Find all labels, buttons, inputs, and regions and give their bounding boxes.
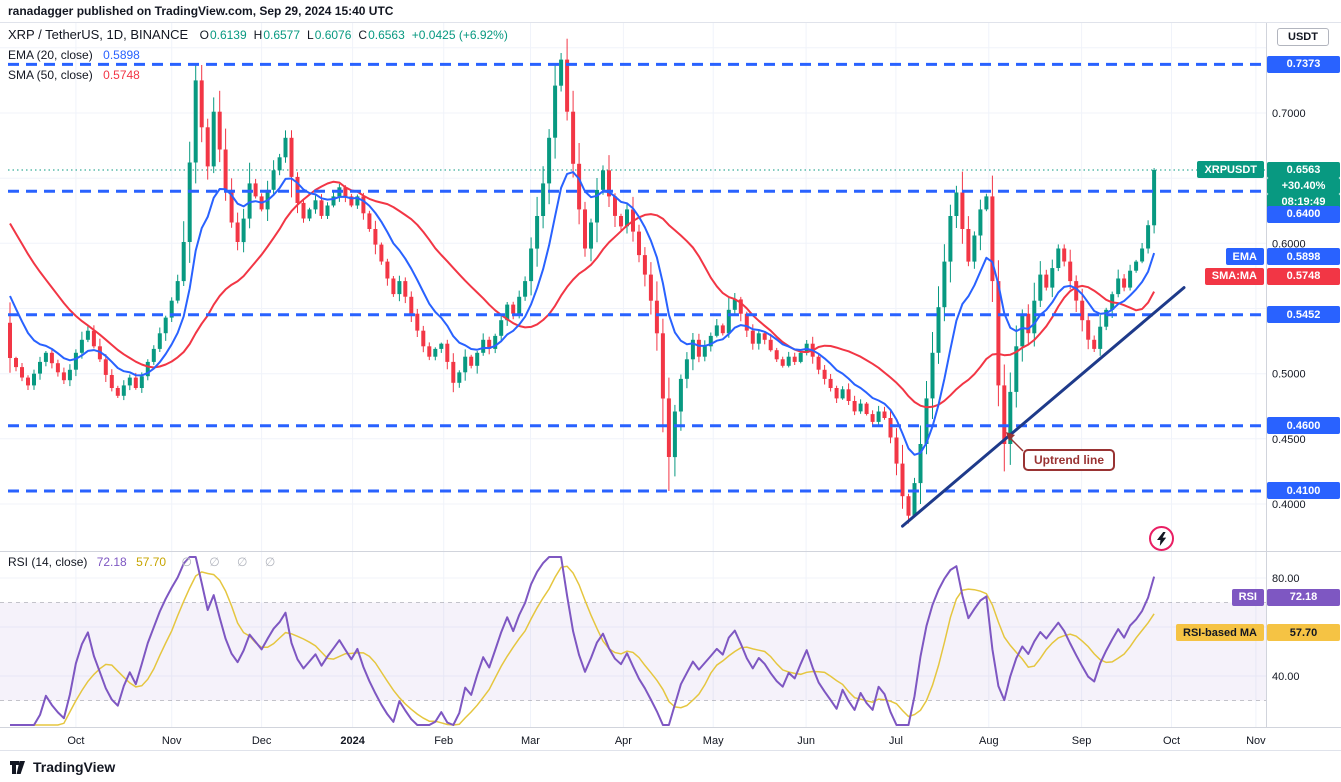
uptrend-line-callout[interactable]: Uptrend line — [1023, 449, 1116, 471]
ema-legend-row[interactable]: EMA (20, close) 0.5898 — [8, 45, 508, 65]
publish-header: ranadagger published on TradingView.com,… — [0, 0, 1341, 22]
time-axis-label: May — [703, 735, 724, 747]
ohlc-values: O0.6139 H0.6577 L0.6076 C0.6563 +0.0425 (+6.… — [193, 26, 508, 43]
time-axis-label: Feb — [434, 735, 453, 747]
ohlc-label: C — [358, 28, 368, 42]
footer: TradingView — [0, 750, 1341, 782]
symbol-legend: XRP / TetherUS, 1D, BINANCE O0.6139 H0.65… — [8, 25, 508, 85]
ema-legend-name[interactable]: EMA (20, close) — [8, 48, 93, 62]
price-tick-label: 0.4000 — [1272, 499, 1306, 511]
tradingview-brand[interactable]: TradingView — [33, 758, 116, 775]
ohlc-label: O — [199, 28, 209, 42]
time-axis-label: Sep — [1072, 735, 1092, 747]
sma-legend-row[interactable]: SMA (50, close) 0.5748 — [8, 65, 508, 85]
published-line: ranadagger published on TradingView.com,… — [8, 4, 394, 18]
time-axis-label: Jul — [889, 735, 903, 747]
price-tick-label: 0.4500 — [1272, 434, 1306, 446]
uptrend-line-text: Uptrend line — [1034, 453, 1105, 467]
rsi-legend-icons[interactable]: ∅ ∅ ∅ ∅ — [181, 555, 283, 569]
levels-layer[interactable] — [8, 62, 1263, 493]
time-axis-label: Dec — [252, 735, 272, 747]
axis-unit-text: USDT — [1288, 31, 1318, 43]
lightning-bolt-icon — [1156, 531, 1166, 546]
ohlc-value: 0.6563 — [368, 28, 405, 42]
callout-arrow — [1006, 432, 1024, 452]
rsi-tick-label: 40.00 — [1272, 671, 1300, 683]
time-axis-label: Jun — [797, 735, 815, 747]
rsi-ma-line — [10, 565, 1155, 726]
sma-legend-value: 0.5748 — [103, 68, 140, 82]
rsi-line — [10, 556, 1156, 726]
price-tick-label: 0.7000 — [1272, 108, 1306, 120]
candles-layer — [8, 38, 1157, 524]
axis-unit-label: USDT — [1277, 28, 1329, 46]
symbol-title[interactable]: XRP / TetherUS, 1D, BINANCE — [8, 27, 189, 42]
symbol-legend-row[interactable]: XRP / TetherUS, 1D, BINANCE O0.6139 H0.65… — [8, 25, 508, 45]
time-axis-label: Mar — [521, 735, 540, 747]
ohlc-value: 0.6076 — [314, 28, 352, 42]
ema-line — [9, 171, 1156, 456]
ohlc-value: 0.6577 — [263, 28, 301, 42]
sma-line — [9, 180, 1155, 409]
uptrend-line[interactable] — [901, 286, 1186, 528]
ema-legend-value: 0.5898 — [103, 48, 140, 62]
time-axis-label: Oct — [67, 735, 84, 747]
time-axis-label: Apr — [615, 735, 632, 747]
time-axis-label: Nov — [162, 735, 182, 747]
sma-legend-name[interactable]: SMA (50, close) — [8, 68, 93, 82]
rsi-band — [0, 602, 1266, 701]
time-axis-label: Nov — [1246, 735, 1266, 747]
rsi-ma-legend-value: 57.70 — [136, 555, 167, 569]
time-axis-label: Aug — [979, 735, 999, 747]
rsi-legend-value: 72.18 — [96, 555, 127, 569]
rsi-legend-name[interactable]: RSI (14, close) — [8, 555, 88, 569]
time-axis-label: 2024 — [340, 735, 365, 747]
time-axis-label: Oct — [1163, 735, 1180, 747]
flash-icon[interactable] — [1149, 526, 1174, 551]
rsi-legend[interactable]: RSI (14, close) 72.18 57.70 ∅ ∅ ∅ ∅ — [8, 555, 282, 569]
price-tick-label: 0.6000 — [1272, 238, 1306, 250]
ohlc-label: L — [307, 28, 314, 42]
tradingview-logo-icon[interactable] — [8, 757, 27, 776]
rsi-tick-label: 80.00 — [1272, 573, 1300, 585]
ohlc-label: H — [253, 28, 263, 42]
grid-layer — [0, 23, 1266, 727]
ohlc-value: 0.6139 — [209, 28, 247, 42]
price-tick-label: 0.5000 — [1272, 369, 1306, 381]
change-value: +0.0425 (+6.92%) — [411, 28, 508, 42]
